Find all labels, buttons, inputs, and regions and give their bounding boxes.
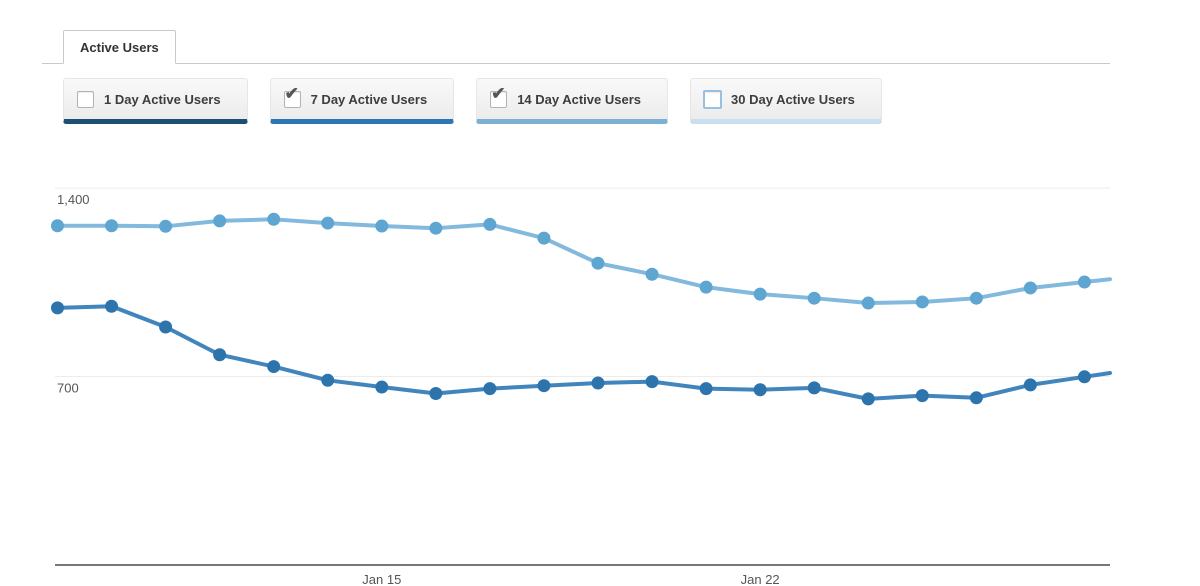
data-point[interactable] xyxy=(699,382,713,396)
data-point[interactable] xyxy=(915,389,929,403)
data-point[interactable] xyxy=(591,256,605,270)
data-point[interactable] xyxy=(429,387,443,400)
data-point[interactable] xyxy=(483,382,497,396)
data-point[interactable] xyxy=(969,291,983,305)
data-point[interactable] xyxy=(267,360,281,374)
metric-toggles: ✔ 1 Day Active Users ✔ 7 Day Active User… xyxy=(63,78,1200,124)
data-point[interactable] xyxy=(159,320,173,334)
data-point[interactable] xyxy=(699,280,713,294)
data-point[interactable] xyxy=(429,221,443,235)
toggle-1-day-active-users[interactable]: ✔ 1 Day Active Users xyxy=(63,78,248,124)
x-tick-label: Jan 15 xyxy=(362,572,401,586)
data-point[interactable] xyxy=(1023,378,1037,392)
data-point[interactable] xyxy=(105,299,119,313)
toggle-14-day-active-users[interactable]: ✔ 14 Day Active Users xyxy=(476,78,669,124)
data-point[interactable] xyxy=(591,376,605,390)
data-point[interactable] xyxy=(645,267,659,281)
data-point[interactable] xyxy=(375,380,389,394)
active-users-chart: 700 1,400 Jan 15 Jan 22 xyxy=(51,187,1112,586)
checkbox-icon[interactable]: ✔ xyxy=(703,90,723,109)
data-point[interactable] xyxy=(753,383,767,397)
tab-bar: Active Users xyxy=(42,30,1110,64)
checkmark-icon: ✔ xyxy=(491,84,506,103)
data-point[interactable] xyxy=(1023,281,1037,295)
toggle-label: 30 Day Active Users xyxy=(731,92,855,107)
checkmark-icon: ✔ xyxy=(284,84,299,103)
checkbox-icon[interactable]: ✔ xyxy=(490,85,508,108)
data-point[interactable] xyxy=(969,391,983,405)
data-point[interactable] xyxy=(645,375,659,389)
data-point[interactable] xyxy=(51,219,64,233)
data-point[interactable] xyxy=(321,373,335,387)
tab-active-users[interactable]: Active Users xyxy=(63,30,176,64)
data-point[interactable] xyxy=(213,214,227,228)
toggle-label: 7 Day Active Users xyxy=(310,92,428,107)
data-point[interactable] xyxy=(267,212,281,226)
data-point[interactable] xyxy=(1077,370,1091,384)
data-point[interactable] xyxy=(321,216,335,230)
toggle-label: 14 Day Active Users xyxy=(517,92,642,107)
x-tick-label: Jan 22 xyxy=(741,572,780,586)
data-point[interactable] xyxy=(537,379,551,393)
data-point[interactable] xyxy=(861,392,875,406)
series-line-14-day-active-users xyxy=(55,217,1112,306)
data-point[interactable] xyxy=(537,231,551,245)
data-point[interactable] xyxy=(861,296,875,310)
data-point[interactable] xyxy=(807,381,821,395)
checkbox-icon[interactable]: ✔ xyxy=(77,91,94,108)
data-point[interactable] xyxy=(807,291,821,305)
y-tick-label: 700 xyxy=(57,381,79,396)
data-point[interactable] xyxy=(753,287,767,301)
data-point[interactable] xyxy=(105,219,119,233)
data-point[interactable] xyxy=(483,217,497,231)
data-point[interactable] xyxy=(159,219,173,233)
toggle-label: 1 Day Active Users xyxy=(104,92,221,107)
data-point[interactable] xyxy=(915,295,929,309)
y-tick-label: 1,400 xyxy=(57,192,90,207)
toggle-30-day-active-users[interactable]: ✔ 30 Day Active Users xyxy=(690,78,882,124)
checkbox-icon[interactable]: ✔ xyxy=(283,85,301,108)
data-point[interactable] xyxy=(1077,275,1091,289)
data-point[interactable] xyxy=(375,219,389,233)
data-point[interactable] xyxy=(213,348,227,362)
data-point[interactable] xyxy=(51,301,64,315)
toggle-7-day-active-users[interactable]: ✔ 7 Day Active Users xyxy=(269,78,455,124)
